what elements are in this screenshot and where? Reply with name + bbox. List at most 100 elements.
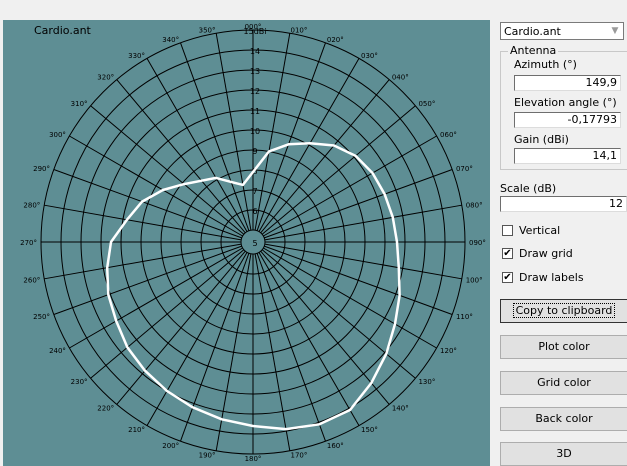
angle-tick-label: 060° [440, 131, 457, 139]
antenna-file-select[interactable]: Cardio.ant ▼ [500, 22, 624, 40]
angle-tick-label: 130° [418, 378, 435, 386]
back-color-button[interactable]: Back color [500, 407, 627, 431]
grid-spoke [258, 252, 360, 426]
angle-tick-label: 000° [245, 23, 262, 31]
angle-tick-label: 100° [466, 277, 483, 285]
grid-spoke [53, 245, 242, 315]
antenna-group-label: Antenna [508, 44, 559, 57]
angle-tick-label: 300° [49, 131, 66, 139]
draw-grid-checkbox-label: Draw grid [519, 247, 573, 260]
angle-tick-label: 090° [469, 239, 486, 247]
azimuth-field[interactable]: 149,9 [514, 75, 621, 91]
angle-tick-label: 150° [361, 426, 378, 434]
checkmark-icon[interactable]: ✔ [502, 272, 513, 283]
vertical-checkbox[interactable]: Vertical [502, 224, 622, 240]
grid-spoke [263, 247, 437, 349]
scale-label: Scale (dB) [500, 182, 557, 195]
angle-tick-label: 240° [49, 347, 66, 355]
angle-tick-label: 080° [466, 201, 483, 209]
antenna-file-value: Cardio.ant [504, 25, 561, 38]
draw-labels-checkbox[interactable]: ✔ Draw labels [502, 271, 622, 287]
elevation-label: Elevation angle (°) [514, 96, 617, 109]
grid-spoke [264, 245, 453, 315]
plot-title: Cardio.ant [34, 24, 91, 37]
grid-spoke [215, 253, 252, 451]
ring-tick-label: 11 [250, 107, 260, 116]
3d-button[interactable]: 3D [500, 442, 627, 466]
elevation-field[interactable]: -0,17793 [514, 112, 621, 128]
draw-labels-checkbox-label: Draw labels [519, 271, 584, 284]
grid-spoke [264, 204, 462, 241]
angle-tick-label: 210° [128, 426, 145, 434]
angle-tick-label: 040° [392, 74, 409, 82]
angle-tick-label: 310° [71, 100, 88, 108]
ring-tick-label: 10 [250, 127, 260, 136]
grid-spoke [260, 79, 390, 234]
ring-tick-label: 12 [250, 87, 260, 96]
ring-tick-label: 8 [252, 167, 257, 176]
angle-tick-label: 190° [199, 452, 216, 460]
grid-spoke [254, 253, 291, 451]
grid-spoke [53, 169, 242, 239]
grid-spoke [69, 135, 243, 237]
chevron-down-icon[interactable]: ▼ [611, 26, 619, 36]
angle-tick-label: 030° [361, 52, 378, 60]
copy-to-clipboard-button[interactable]: Copy to clipboard [500, 299, 627, 323]
grid-spoke [44, 243, 242, 280]
grid-spoke [256, 253, 326, 442]
grid-spoke [256, 42, 326, 231]
grid-color-button[interactable]: Grid color [500, 371, 627, 395]
polar-chart: 000° 010° 020° 030° 040° 050° 060° 070° 080° 090°… [20, 23, 486, 463]
grid-spoke [261, 105, 416, 235]
grid-spoke [264, 243, 462, 280]
radiation-pattern-line [105, 142, 401, 431]
grid-spoke [263, 135, 437, 237]
ring-tick-label: 14 [250, 47, 260, 56]
angle-tick-label: 250° [33, 313, 50, 321]
grid-spoke [69, 247, 243, 349]
grid-spoke [44, 204, 242, 241]
gain-label: Gain (dBi) [514, 133, 569, 146]
grid-spoke [90, 249, 245, 379]
angle-tick-label: 320° [97, 74, 114, 82]
grid-spoke [180, 42, 250, 231]
grid-spoke [116, 250, 246, 405]
scale-field[interactable]: 12 [500, 196, 627, 212]
angle-tick-label: 050° [418, 100, 435, 108]
draw-grid-checkbox[interactable]: ✔ Draw grid [502, 247, 622, 263]
side-panel: Cardio.ant ▼ Antenna Azimuth (°) 149,9 E… [496, 0, 627, 466]
angle-tick-label: 020° [327, 36, 344, 44]
angle-tick-label: 070° [456, 165, 473, 173]
angle-tick-label: 290° [33, 165, 50, 173]
gain-field[interactable]: 14,1 [514, 148, 621, 164]
antenna-group: Antenna Azimuth (°) 149,9 Elevation angl… [500, 44, 627, 170]
ring-tick-label: 9 [252, 147, 257, 156]
ring-tick-label: 7 [252, 187, 257, 196]
angle-tick-label: 260° [23, 277, 40, 285]
grid-spoke [90, 105, 245, 235]
angle-tick-label: 180° [245, 455, 262, 463]
grid-spoke [215, 33, 252, 231]
ring-tick-label: 13 [250, 67, 260, 76]
angle-tick-label: 340° [162, 36, 179, 44]
plot-color-button[interactable]: Plot color [500, 335, 627, 359]
ring-tick-label: 6 [252, 207, 257, 216]
polar-plot-area[interactable]: 000° 010° 020° 030° 040° 050° 060° 070° 080° 090°… [3, 20, 490, 466]
ring-tick-label: 15dBi [244, 27, 267, 36]
angle-tick-label: 160° [327, 442, 344, 450]
vertical-checkbox-box[interactable] [502, 225, 513, 236]
grid-spoke [258, 58, 360, 232]
grid-spoke [146, 58, 248, 232]
vertical-checkbox-label: Vertical [519, 224, 561, 237]
copy-to-clipboard-label: Copy to clipboard [512, 303, 616, 318]
angle-tick-label: 110° [456, 313, 473, 321]
angle-tick-label: 220° [97, 404, 114, 412]
grid-spoke [260, 250, 390, 405]
angle-tick-label: 200° [162, 442, 179, 450]
angle-tick-label: 230° [71, 378, 88, 386]
angle-tick-label: 170° [291, 452, 308, 460]
angle-tick-label: 280° [23, 201, 40, 209]
angle-tick-label: 140° [392, 404, 409, 412]
grid-spoke [264, 169, 453, 239]
checkmark-icon[interactable]: ✔ [502, 248, 513, 259]
